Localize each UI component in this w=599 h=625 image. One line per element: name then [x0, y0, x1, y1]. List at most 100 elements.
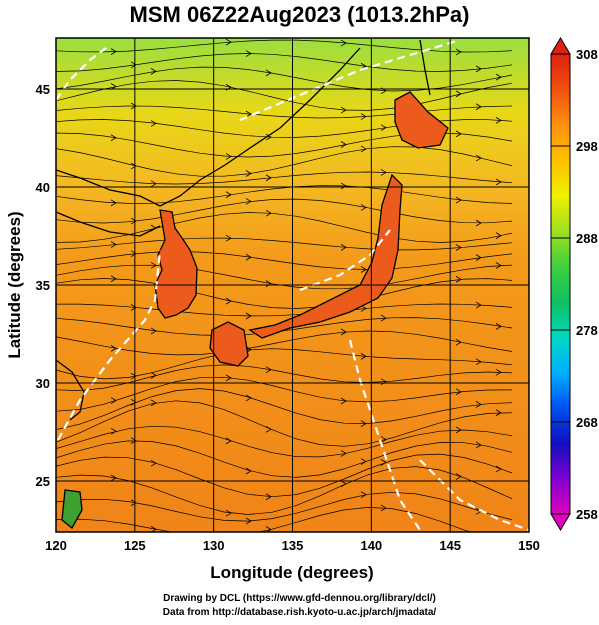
wind-arrow — [130, 499, 137, 507]
wind-arrow — [360, 353, 367, 360]
streamline — [56, 491, 513, 522]
wind-arrow — [110, 397, 117, 404]
wind-arrow — [475, 441, 482, 449]
wind-arrow — [380, 169, 387, 176]
colorbar-scale — [550, 53, 571, 515]
streamline — [56, 278, 513, 309]
wind-arrow — [455, 90, 462, 98]
wind-arrow — [225, 297, 232, 305]
streamline — [56, 440, 513, 478]
wind-arrow — [455, 338, 462, 346]
wind-arrow — [245, 198, 252, 205]
wind-arrow — [110, 427, 117, 435]
y-tick-label: 40 — [36, 180, 50, 195]
wind-arrow — [495, 368, 502, 376]
colorbar-min-arrow — [550, 513, 571, 531]
wind-arrow — [340, 397, 347, 405]
streamline — [56, 348, 513, 380]
wind-arrow — [150, 372, 157, 379]
wind-arrow — [110, 345, 117, 352]
wind-arrow — [380, 314, 387, 322]
streamline — [56, 507, 472, 532]
wind-arrow — [150, 120, 157, 127]
isotherm-contours — [56, 38, 529, 532]
streamline — [56, 39, 513, 53]
wind-arrow — [225, 234, 232, 242]
wind-arrow — [455, 48, 462, 56]
wind-arrow — [225, 437, 232, 445]
wind-arrow — [150, 327, 157, 335]
wind-arrow — [265, 366, 272, 374]
colorbar-tick-label: 258 — [576, 507, 598, 522]
streamline — [56, 453, 513, 498]
streamline — [56, 80, 513, 111]
wind-arrow — [380, 124, 387, 132]
streamline — [56, 237, 513, 251]
wind-arrow — [245, 312, 252, 320]
streamline — [56, 425, 513, 458]
wind-arrow — [360, 305, 367, 312]
wind-arrow — [150, 180, 157, 188]
wind-arrow — [495, 232, 502, 239]
streamline — [56, 198, 513, 224]
wind-arrow — [455, 473, 462, 480]
wind-arrow — [130, 372, 137, 380]
wind-arrow — [340, 39, 347, 47]
wind-arrow — [360, 145, 367, 153]
wind-arrow — [265, 209, 272, 217]
streamline — [56, 146, 513, 177]
wind-arrow — [265, 493, 272, 501]
wind-arrow — [495, 262, 502, 269]
wind-arrow — [360, 113, 367, 120]
wind-arrow — [380, 504, 387, 512]
streamline — [56, 376, 513, 412]
wind-arrow — [130, 102, 137, 110]
wind-arrow — [265, 133, 272, 141]
x-tick-label: 120 — [45, 538, 67, 553]
x-tick-label: 125 — [124, 538, 146, 553]
wind-arrow — [130, 61, 137, 69]
x-tick-label: 145 — [439, 538, 461, 553]
wind-arrow — [340, 480, 347, 488]
wind-arrow — [455, 388, 462, 396]
x-axis-ticks: 120 125 130 135 140 145 150 — [45, 538, 540, 553]
wind-arrow — [130, 398, 137, 406]
wind-arrow — [150, 261, 157, 269]
wind-arrow — [360, 491, 367, 499]
y-axis-ticks: 25 30 35 40 45 — [36, 82, 50, 489]
wind-arrow — [380, 459, 387, 466]
wind-arrow — [340, 244, 347, 251]
y-tick-label: 35 — [36, 278, 50, 293]
streamline — [56, 400, 513, 447]
credit-drawing: Drawing by DCL (https://www.gfd-dennou.o… — [163, 593, 436, 604]
wind-arrow — [475, 358, 482, 366]
wind-arrow — [340, 450, 347, 457]
wind-arrow — [245, 110, 252, 118]
wind-arrow — [130, 304, 137, 311]
wind-arrow — [475, 154, 482, 162]
streamline — [56, 251, 513, 270]
streamline — [56, 388, 513, 430]
wind-arrow — [245, 170, 252, 177]
streamline — [56, 212, 513, 243]
wind-arrow — [150, 459, 157, 467]
grid-lines — [56, 38, 529, 532]
wind-arrow — [225, 153, 232, 160]
wind-arrow — [265, 425, 272, 433]
wind-arrow — [150, 525, 157, 532]
wind-arrow — [475, 219, 482, 227]
wind-arrow — [225, 38, 232, 46]
streamline — [56, 264, 513, 290]
wind-arrow — [110, 275, 117, 283]
wind-arrow — [360, 266, 367, 273]
wind-arrow — [265, 69, 272, 77]
wind-arrow — [265, 280, 272, 287]
wind-arrow — [380, 378, 387, 386]
wind-arrow — [340, 106, 347, 114]
wind-arrow — [225, 374, 232, 382]
wind-arrow — [245, 253, 252, 261]
wind-arrow — [475, 401, 482, 408]
wind-arrow — [110, 199, 117, 207]
wind-arrow — [495, 117, 502, 124]
wind-arrow — [245, 517, 252, 525]
